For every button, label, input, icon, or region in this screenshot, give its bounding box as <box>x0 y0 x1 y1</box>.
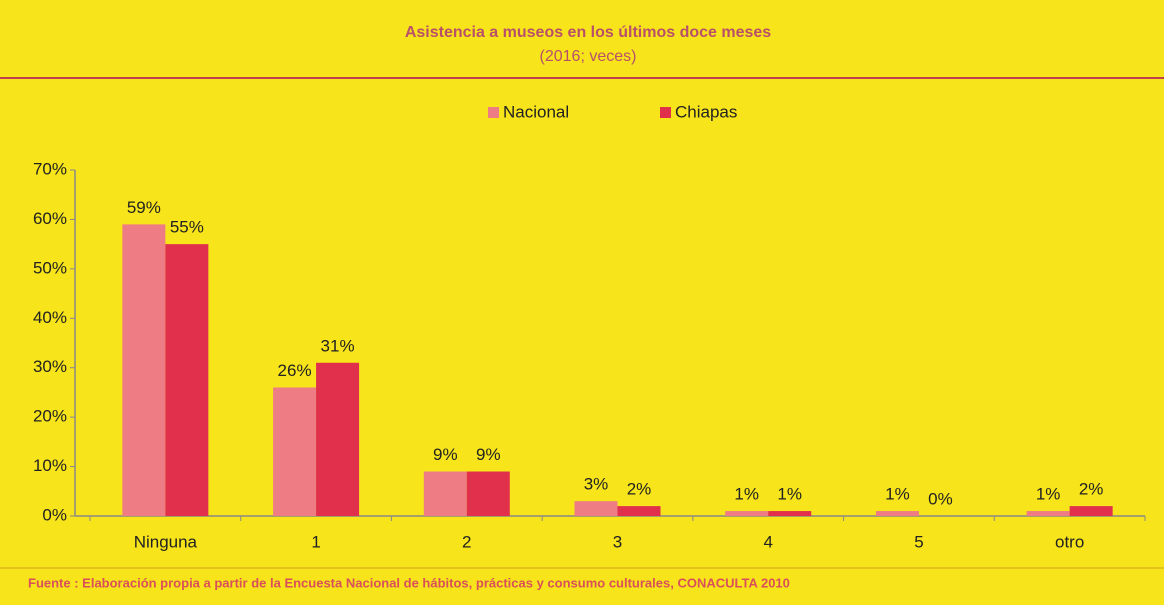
legend-label: Nacional <box>503 102 569 121</box>
bar <box>617 506 661 516</box>
data-label: 0% <box>928 489 953 508</box>
data-label: 59% <box>127 198 161 217</box>
data-label: 55% <box>170 218 204 237</box>
chart-subtitle: (2016; veces) <box>540 48 637 65</box>
y-tick-label: 70% <box>33 159 67 178</box>
data-label: 1% <box>777 485 802 504</box>
data-label: 9% <box>476 445 501 464</box>
legend-swatch <box>660 107 671 118</box>
data-label: 1% <box>734 485 759 504</box>
data-label: 1% <box>885 485 910 504</box>
y-tick-label: 10% <box>33 456 67 475</box>
y-tick-label: 30% <box>33 357 67 376</box>
x-tick-label: 3 <box>613 532 622 551</box>
bar <box>316 362 360 516</box>
bar <box>1069 506 1113 516</box>
y-tick-label: 40% <box>33 308 67 327</box>
bar <box>165 244 209 516</box>
data-label: 2% <box>1079 480 1104 499</box>
data-label: 9% <box>433 445 458 464</box>
bar <box>725 511 769 516</box>
x-tick-label: 2 <box>462 532 471 551</box>
legend-swatch <box>488 107 499 118</box>
y-tick-label: 60% <box>33 209 67 228</box>
x-tick-label: otro <box>1055 532 1084 551</box>
y-tick-label: 20% <box>33 407 67 426</box>
source-note: Fuente : Elaboración propia a partir de … <box>28 575 790 590</box>
legend-label: Chiapas <box>675 102 737 121</box>
bar <box>574 501 618 516</box>
bar <box>423 471 467 516</box>
data-label: 3% <box>584 475 609 494</box>
y-tick-label: 0% <box>42 505 67 524</box>
chart-title: Asistencia a museos en los últimos doce … <box>405 24 771 41</box>
data-label: 1% <box>1036 485 1061 504</box>
bar <box>466 471 510 516</box>
data-label: 26% <box>278 361 312 380</box>
x-tick-label: Ninguna <box>134 532 198 551</box>
x-tick-label: 1 <box>311 532 320 551</box>
bar <box>1026 511 1070 516</box>
y-tick-label: 50% <box>33 258 67 277</box>
bar <box>875 511 919 516</box>
data-label: 2% <box>627 480 652 499</box>
bar <box>273 387 317 516</box>
bar <box>122 224 166 516</box>
data-label: 31% <box>321 336 355 355</box>
x-tick-label: 4 <box>763 532 772 551</box>
bar <box>768 511 812 516</box>
x-tick-label: 5 <box>914 532 923 551</box>
